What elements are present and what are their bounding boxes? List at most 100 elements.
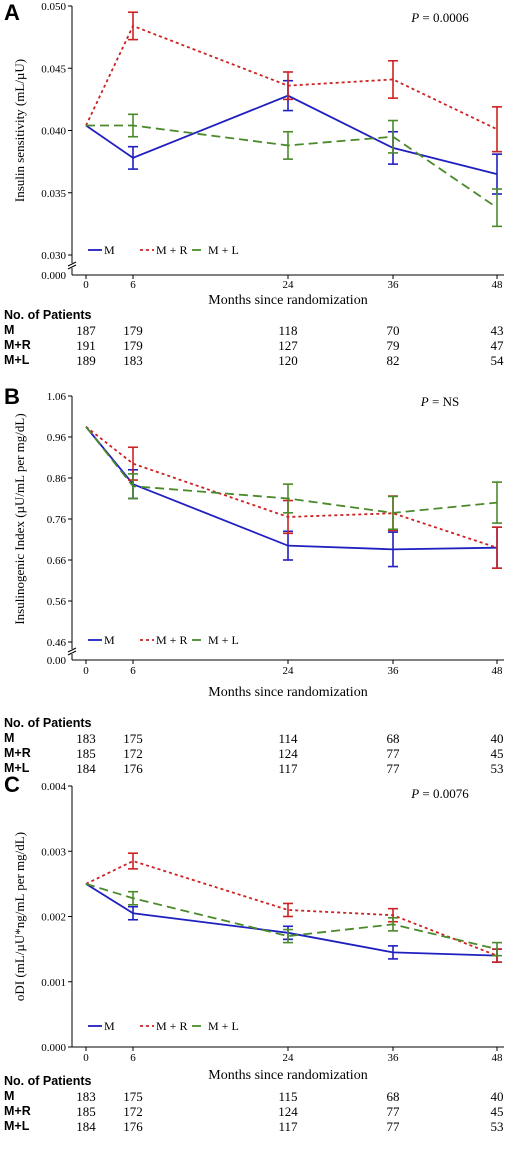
y-tick-label: 0.56	[47, 596, 67, 608]
legend-label: M	[104, 1019, 115, 1033]
axis-break-mark	[67, 261, 77, 270]
axis-break-mark	[67, 647, 77, 656]
x-tick-label: 36	[388, 279, 400, 291]
error-bar	[388, 59, 398, 99]
panel-b: B 0.46 0.56 0.66 0.76 0.86 0.96 1.06 0.00 0 6 24 36 4…	[0, 382, 520, 776]
patients-row-label: M	[4, 731, 15, 745]
patients-count: 47	[490, 338, 504, 353]
patients-count: 172	[123, 746, 143, 761]
patients-count: 172	[123, 1104, 143, 1119]
patients-count: 183	[76, 731, 96, 746]
patients-count: 77	[386, 746, 400, 761]
error-bar	[388, 495, 398, 531]
x-axis-title: Months since randomization	[208, 685, 367, 700]
patients-row-label: M+R	[4, 1104, 31, 1118]
patients-count: 185	[76, 746, 96, 761]
legend-label: M + R	[156, 1019, 187, 1033]
patients-count: 184	[76, 1119, 96, 1134]
error-bar	[492, 481, 502, 524]
x-tick-label: 0	[83, 665, 89, 677]
patients-count: 43	[490, 323, 504, 338]
y-tick-label: 0.000	[41, 1042, 66, 1054]
patients-header: No. of Patients	[4, 308, 92, 322]
y-tick-label: 0.030	[41, 250, 66, 262]
patients-count: 175	[123, 731, 143, 746]
error-bar	[283, 130, 293, 160]
y-tick-label: 0.004	[41, 781, 66, 793]
patients-row: M+L 184 176 117 77 53	[0, 761, 520, 777]
error-bar	[128, 113, 138, 138]
y-tick-label: 0.035	[41, 188, 66, 200]
patients-count: 191	[76, 338, 96, 353]
patients-count: 127	[278, 338, 298, 353]
error-bar	[492, 106, 502, 153]
x-tick-label: 24	[283, 1052, 295, 1064]
patients-count: 77	[386, 761, 400, 776]
patients-row: M+R 185 172 124 77 45	[0, 1104, 520, 1120]
error-bar	[388, 917, 398, 932]
x-tick-label: 0	[83, 279, 89, 291]
patients-count: 175	[123, 1089, 143, 1104]
patients-count: 183	[76, 1089, 96, 1104]
legend-label: M	[104, 243, 115, 257]
error-bar	[492, 941, 502, 957]
patients-row-label: M+L	[4, 761, 30, 775]
axis-break-label: 0.00	[47, 655, 67, 667]
error-bar	[283, 71, 293, 101]
error-bar	[492, 526, 502, 569]
patients-count: 183	[123, 353, 143, 368]
patients-count: 120	[278, 353, 298, 368]
x-tick-label: 48	[492, 279, 504, 291]
error-bar	[388, 119, 398, 154]
x-tick-label: 6	[130, 1052, 136, 1064]
series-line-mr	[85, 860, 498, 957]
patients-count: 189	[76, 353, 96, 368]
error-bar	[128, 905, 138, 921]
panel-letter: C	[4, 772, 20, 797]
patients-row-label: M+R	[4, 338, 31, 352]
series-line-m	[85, 883, 498, 957]
error-bar	[283, 928, 293, 944]
patients-count: 176	[123, 1119, 143, 1134]
patients-count: 54	[490, 353, 504, 368]
patients-count: 185	[76, 1104, 96, 1119]
y-tick-label: 0.66	[47, 555, 67, 567]
legend-label: M + R	[156, 633, 187, 647]
x-tick-label: 36	[388, 1052, 400, 1064]
y-tick-label: 0.045	[41, 63, 66, 75]
patients-count: 79	[386, 338, 400, 353]
p-value-label: P = NS	[420, 394, 459, 409]
x-axis-title: Months since randomization	[208, 293, 367, 308]
axis-break-label: 0.000	[41, 270, 66, 282]
x-tick-label: 6	[130, 279, 136, 291]
patients-count: 40	[490, 1089, 504, 1104]
panel-letter: B	[4, 384, 20, 409]
patients-count: 117	[278, 761, 298, 776]
error-bar	[128, 890, 138, 906]
chart-c: C 0.000 0.001 0.002 0.003 0.004 0 6 24 36 48 Months…	[4, 772, 504, 1083]
patients-row-label: M+L	[4, 353, 30, 367]
patients-row-label: M+R	[4, 746, 31, 760]
y-tick-label: 1.06	[47, 391, 67, 403]
patients-count: 45	[490, 1104, 504, 1119]
p-value-label: P = 0.0006	[410, 10, 469, 25]
series-line-ml	[86, 124, 498, 209]
y-axis-title: Insulin sensitivity (mL/µU)	[12, 59, 27, 202]
patients-row: M 187 179 118 70 43	[0, 323, 520, 339]
chart-a: A 0.030 0.035 0.040 0.045 0.050 0.000 0 6 24 36 48 M…	[4, 0, 504, 308]
patients-count: 53	[490, 1119, 504, 1134]
y-tick-label: 0.003	[41, 846, 66, 858]
axis-break-gap	[68, 649, 76, 654]
y-tick-label: 0.050	[41, 1, 66, 13]
panel-c: C 0.000 0.001 0.002 0.003 0.004 0 6 24 36 48 Months…	[0, 768, 520, 1150]
chart-b: B 0.46 0.56 0.66 0.76 0.86 0.96 1.06 0.00 0 6 24 36 4…	[4, 384, 504, 700]
p-value-label: P = 0.0076	[410, 786, 469, 801]
patients-row-label: M	[4, 323, 15, 337]
patients-count: 40	[490, 731, 504, 746]
legend-label: M	[104, 633, 115, 647]
x-tick-label: 6	[130, 665, 136, 677]
y-tick-label: 0.001	[41, 977, 66, 989]
patients-header: No. of Patients	[4, 716, 92, 730]
patients-row-label: M+L	[4, 1119, 30, 1133]
patients-count: 179	[123, 323, 143, 338]
